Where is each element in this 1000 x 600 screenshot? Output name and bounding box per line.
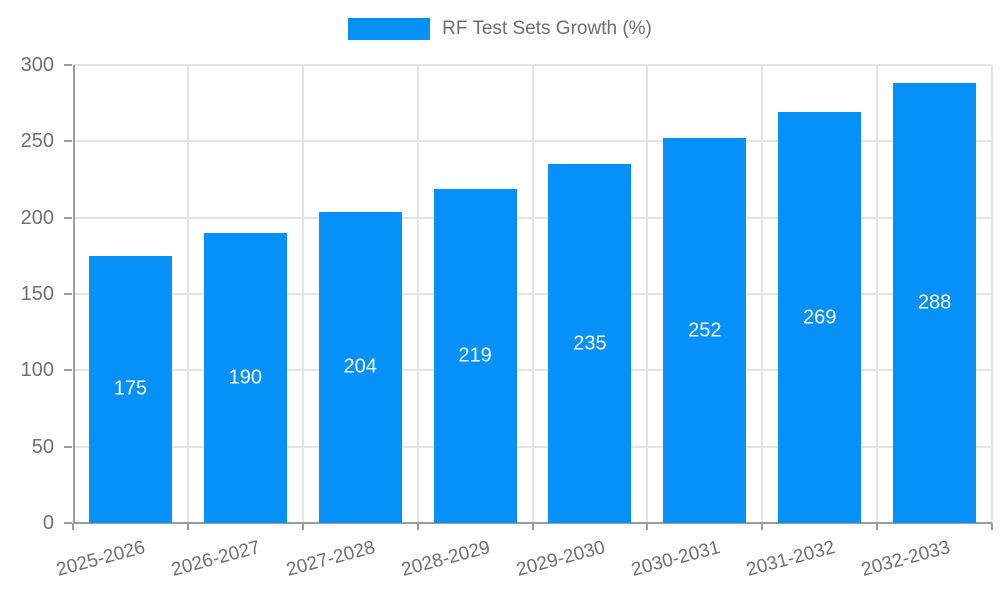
grid-line-vertical (186, 65, 189, 523)
x-tick-label: 2029-2030 (514, 537, 608, 581)
y-axis-line (73, 65, 75, 523)
x-axis-tick (301, 523, 304, 530)
y-tick-label: 100 (20, 359, 54, 382)
x-axis-tick (876, 523, 879, 530)
y-axis-tick (64, 369, 72, 372)
chart-legend[interactable]: RF Test Sets Growth (%) (0, 18, 1000, 40)
bar[interactable] (778, 112, 862, 523)
x-axis-tick (186, 523, 189, 530)
grid-line-vertical (416, 65, 419, 523)
bar[interactable] (318, 211, 402, 523)
y-tick-label: 300 (20, 54, 54, 76)
x-axis-tick (416, 523, 419, 530)
x-axis-tick (761, 523, 764, 530)
bar[interactable] (663, 138, 747, 523)
x-tick-label: 2025-2026 (54, 537, 148, 581)
grid-line-vertical (301, 65, 304, 523)
grid-line-vertical (876, 65, 879, 523)
y-axis-tick (64, 293, 72, 295)
bar[interactable] (893, 83, 977, 523)
y-axis-tick (64, 522, 72, 524)
grid-line-vertical (991, 65, 993, 523)
legend-swatch-icon (348, 18, 431, 40)
x-axis-tick (646, 523, 649, 530)
x-axis-tick (991, 523, 993, 530)
bar[interactable] (548, 164, 632, 523)
x-tick-label: 2027-2028 (284, 537, 378, 581)
bar-value-label: 204 (343, 355, 377, 378)
x-axis-tick (531, 523, 534, 530)
y-tick-label: 0 (42, 512, 54, 534)
y-axis-tick (64, 140, 72, 143)
bar-value-label: 219 (458, 344, 492, 367)
y-tick-label: 250 (20, 130, 54, 153)
grid-line-vertical (761, 65, 764, 523)
x-axis-tick (72, 523, 74, 530)
y-axis-tick (64, 445, 72, 448)
x-tick-label: 2026-2027 (169, 537, 263, 581)
bar[interactable] (203, 232, 287, 523)
y-tick-label: 50 (31, 435, 54, 458)
grid-line-vertical (646, 65, 649, 523)
y-axis-tick (64, 64, 72, 66)
x-tick-label: 2030-2031 (629, 537, 723, 581)
grid-line-vertical (531, 65, 534, 523)
plot-area: 0 50 100 150 200 250 300 175 2025-2026 190 2026-20… (21, 55, 993, 581)
bar-value-label: 269 (803, 306, 837, 329)
y-tick-label: 150 (20, 283, 54, 305)
y-tick-label: 200 (20, 206, 54, 229)
legend-label: RF Test Sets Growth (%) (442, 18, 652, 39)
bar[interactable] (88, 255, 172, 523)
bar-value-label: 235 (573, 332, 607, 355)
x-tick-label: 2031-2032 (743, 537, 838, 581)
bar[interactable] (433, 188, 517, 523)
x-axis-line (73, 522, 992, 524)
bar-value-label: 288 (917, 291, 952, 314)
bar-value-label: 190 (228, 366, 262, 389)
x-tick-label: 2032-2033 (858, 537, 952, 581)
bar-value-label: 175 (113, 377, 148, 400)
bar-value-label: 252 (688, 319, 722, 342)
x-tick-label: 2028-2029 (399, 537, 493, 581)
y-axis-tick (64, 216, 72, 219)
